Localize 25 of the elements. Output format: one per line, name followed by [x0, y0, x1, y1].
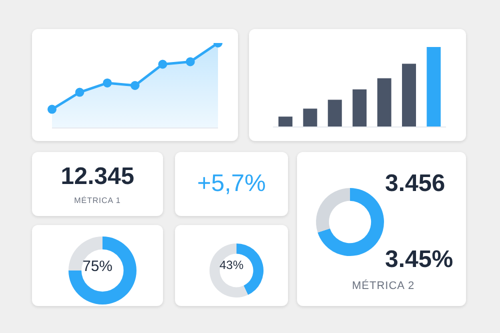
donut-slice [210, 244, 248, 298]
bar [426, 47, 441, 127]
point [75, 88, 84, 97]
text: +5,7% [197, 170, 266, 198]
bar [303, 108, 318, 127]
text: 3.45% [385, 246, 454, 274]
donut-slice [316, 188, 350, 233]
text: MÉTRICA 2 [352, 280, 415, 292]
point [102, 78, 112, 88]
text: 3.456 [385, 170, 446, 198]
donut-slice [318, 188, 384, 256]
text: MÉTRICA 1 [74, 196, 121, 205]
bar [278, 116, 292, 127]
point [158, 60, 168, 69]
bar [377, 78, 392, 127]
text: 75% [81, 258, 114, 274]
donut-slice [68, 236, 136, 304]
bar [352, 89, 367, 127]
point [48, 104, 56, 114]
bar [328, 100, 342, 127]
point [186, 57, 195, 66]
point [130, 81, 140, 90]
text: 12.345 [60, 163, 134, 191]
text: 43% [218, 258, 245, 272]
bar [402, 64, 416, 127]
